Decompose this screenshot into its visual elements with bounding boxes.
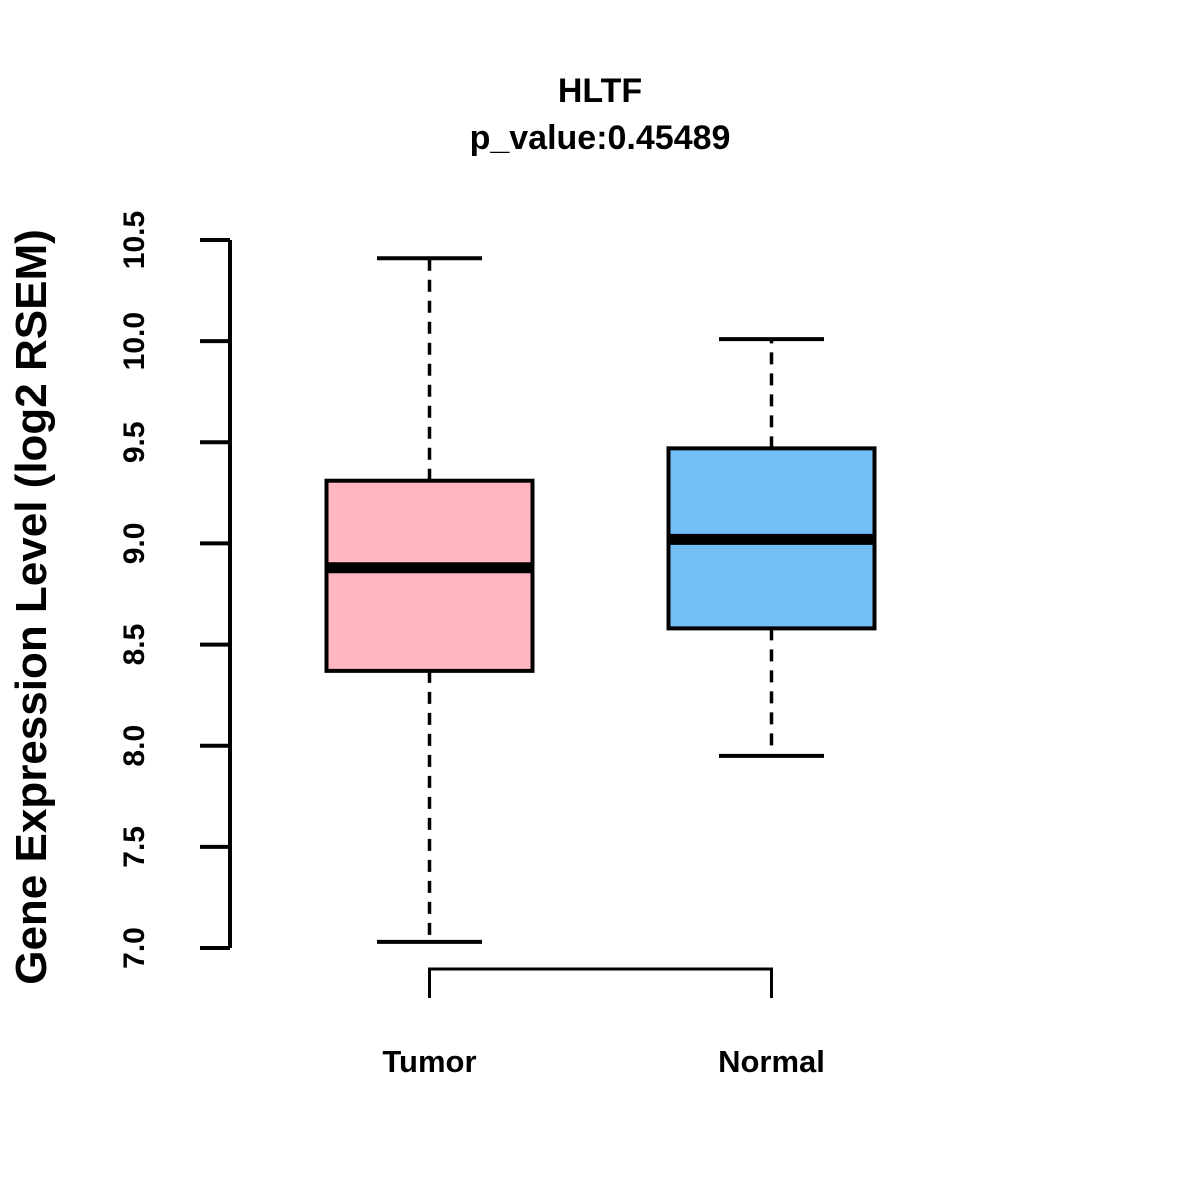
y-tick-label: 8.5 (118, 624, 151, 666)
y-tick-label: 9.5 (118, 421, 151, 463)
y-tick-label: 7.0 (118, 927, 151, 969)
y-tick-label: 9.0 (118, 523, 151, 565)
y-tick-label: 8.0 (118, 725, 151, 767)
x-category-label-tumor: Tumor (382, 1044, 476, 1079)
y-tick-label: 10.5 (118, 211, 151, 269)
tumor-box (324, 478, 535, 673)
comparison-bracket (428, 967, 773, 998)
y-tick-label: 7.5 (118, 826, 151, 868)
y-tick-label: 10.0 (118, 312, 151, 370)
chart-subtitle: p_value:0.45489 (469, 119, 731, 157)
x-category-label-normal: Normal (718, 1044, 825, 1079)
chart-title: HLTF (557, 72, 643, 110)
